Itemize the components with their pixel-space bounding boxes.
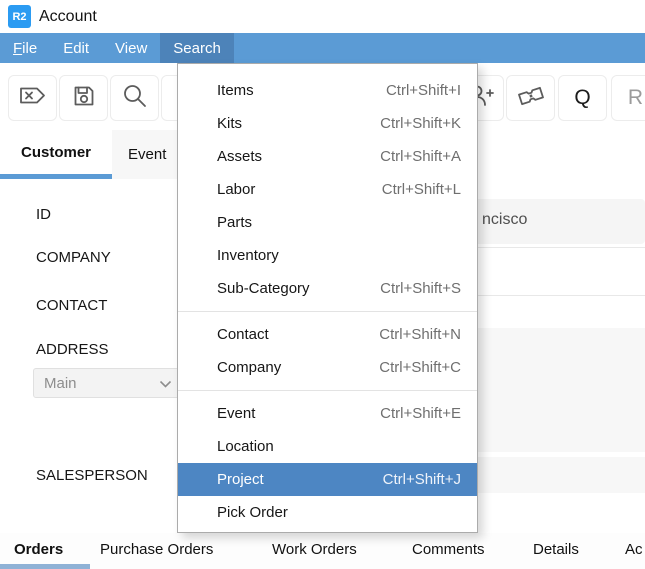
menu-separator <box>178 311 477 312</box>
menu-item-kits[interactable]: Kits Ctrl+Shift+K <box>217 115 461 132</box>
field-divider <box>320 247 645 248</box>
menu-item-pick-order[interactable]: Pick Order <box>217 504 288 521</box>
title-bar: R2 Account <box>0 0 645 33</box>
tab-work-orders[interactable]: Work Orders <box>272 541 357 558</box>
menu-item-items[interactable]: Items Ctrl+Shift+I <box>217 82 461 99</box>
menu-item-contact[interactable]: Contact Ctrl+Shift+N <box>217 326 461 343</box>
menu-edit[interactable]: Edit <box>63 39 90 57</box>
window-title: Account <box>39 7 97 25</box>
save-icon <box>72 84 96 113</box>
active-tab-underline <box>0 174 112 179</box>
field-divider <box>320 295 645 296</box>
search-dropdown-menu: Items Ctrl+Shift+I Kits Ctrl+Shift+K Asset… <box>177 63 478 533</box>
ticket-button[interactable] <box>506 75 555 121</box>
id-label: ID <box>36 206 51 223</box>
menu-item-location[interactable]: Location <box>217 438 274 455</box>
company-label: COMPANY <box>36 249 111 266</box>
tab-details[interactable]: Details <box>533 541 579 558</box>
menu-item-labor[interactable]: Labor Ctrl+Shift+L <box>217 181 461 198</box>
menu-item-parts[interactable]: Parts <box>217 214 253 231</box>
active-bottom-tab-underline <box>0 564 90 569</box>
menu-item-sub-category[interactable]: Sub-Category Ctrl+Shift+S <box>217 280 461 297</box>
tab-customer[interactable]: Customer <box>20 143 91 161</box>
tab-orders[interactable]: Orders <box>14 541 64 558</box>
app-logo-icon: R2 <box>8 5 31 28</box>
menu-item-company[interactable]: Company Ctrl+Shift+C <box>217 359 461 376</box>
menu-item-assets[interactable]: Assets Ctrl+Shift+A <box>217 148 461 165</box>
search-icon <box>122 83 148 114</box>
menu-search[interactable]: Search <box>160 33 234 63</box>
cancel-tag-button[interactable] <box>8 75 57 121</box>
menu-item-event[interactable]: Event Ctrl+Shift+E <box>217 405 461 422</box>
r-button[interactable]: R <box>611 75 645 121</box>
address-label: ADDRESS <box>36 341 109 358</box>
menu-view[interactable]: View <box>115 39 148 57</box>
salesperson-field[interactable] <box>478 457 645 493</box>
menu-item-project[interactable]: Project Ctrl+Shift+J <box>178 463 477 496</box>
tab-comments[interactable]: Comments <box>412 541 485 558</box>
search-button[interactable] <box>110 75 159 121</box>
contact-label: CONTACT <box>36 297 108 314</box>
tag-x-icon <box>19 85 46 111</box>
q-button[interactable]: Q <box>558 75 607 121</box>
address-type-value: Main <box>44 374 77 392</box>
menu-item-inventory[interactable]: Inventory <box>217 247 279 264</box>
city-field-value: ncisco <box>482 211 528 228</box>
bottom-tabstrip: Orders Purchase Orders Work Orders Comme… <box>0 533 645 569</box>
salesperson-label: SALESPERSON <box>36 467 148 484</box>
ticket-icon <box>515 82 547 115</box>
chevron-down-icon <box>159 375 172 392</box>
menu-separator <box>178 390 477 391</box>
tab-purchase-orders[interactable]: Purchase Orders <box>100 541 214 558</box>
tab-ac-truncated[interactable]: Ac <box>625 541 643 558</box>
save-button[interactable] <box>59 75 108 121</box>
address-textarea[interactable] <box>478 328 645 452</box>
address-type-select[interactable]: Main <box>33 368 183 398</box>
